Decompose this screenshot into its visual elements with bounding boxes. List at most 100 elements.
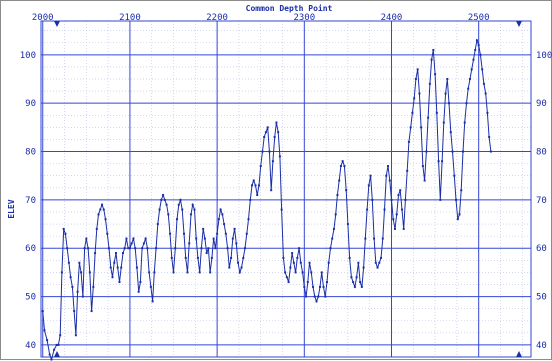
data-point: [339, 165, 342, 168]
y-tick-label-left: 50: [25, 293, 36, 303]
data-point: [371, 198, 374, 201]
data-point: [128, 247, 131, 250]
data-point: [453, 174, 456, 177]
data-point: [216, 232, 219, 235]
bottom-right-marker: [516, 351, 522, 357]
data-point: [153, 271, 156, 274]
data-point: [156, 223, 159, 226]
data-point: [134, 247, 137, 250]
data-point: [409, 126, 412, 129]
data-point: [193, 208, 196, 211]
data-point: [380, 256, 383, 259]
data-point: [362, 266, 365, 269]
data-point: [242, 256, 245, 259]
data-point: [268, 150, 271, 153]
y-tick-label-right: 70: [536, 196, 547, 206]
data-point: [228, 266, 231, 269]
data-point: [224, 232, 227, 235]
data-point: [331, 237, 334, 240]
data-point: [46, 339, 49, 342]
data-point: [127, 247, 130, 250]
data-point: [277, 131, 280, 134]
y-tick-label-right: 50: [536, 293, 547, 303]
data-point: [439, 198, 442, 201]
data-point: [327, 261, 330, 264]
data-point: [186, 271, 189, 274]
data-point: [66, 247, 69, 250]
data-point: [252, 179, 255, 182]
data-point: [191, 203, 194, 206]
data-point: [467, 87, 470, 90]
y-tick-label-left: 90: [25, 99, 36, 109]
data-point: [120, 266, 123, 269]
data-point: [270, 189, 273, 192]
data-point: [435, 111, 438, 114]
data-point: [217, 218, 220, 221]
data-point: [444, 92, 447, 95]
data-point: [139, 281, 142, 284]
grid: [40, 20, 532, 358]
data-point: [291, 252, 294, 255]
data-point: [223, 223, 226, 226]
data-point: [182, 232, 185, 235]
data-point: [322, 285, 325, 288]
y-tick-label-right: 100: [536, 51, 552, 61]
data-point: [474, 49, 477, 52]
data-point: [50, 358, 53, 361]
data-point: [99, 208, 102, 211]
data-point: [158, 208, 161, 211]
data-point: [203, 237, 206, 240]
data-point: [212, 237, 215, 240]
data-point: [74, 334, 77, 337]
data-point: [111, 276, 114, 279]
data-point: [481, 68, 484, 71]
data-point: [104, 218, 107, 221]
data-point: [357, 261, 360, 264]
data-point: [390, 198, 393, 201]
data-point: [188, 242, 191, 245]
top-right-marker: [516, 21, 522, 27]
data-point: [275, 121, 278, 124]
data-point: [400, 208, 403, 211]
top-left-marker: [54, 21, 60, 27]
y-tick-label-right: 90: [536, 99, 547, 109]
y-tick-label-left: 100: [20, 51, 36, 61]
data-point: [329, 247, 332, 250]
data-point: [413, 97, 416, 100]
data-point: [83, 247, 86, 250]
data-point: [416, 68, 419, 71]
data-point: [346, 223, 349, 226]
data-point: [254, 184, 257, 187]
y-tick-label-right: 60: [536, 244, 547, 254]
data-point: [123, 247, 126, 250]
data-point: [479, 53, 482, 56]
data-point: [393, 227, 396, 230]
data-point: [418, 92, 421, 95]
data-point: [198, 271, 201, 274]
data-point: [101, 203, 104, 206]
data-point: [343, 165, 346, 168]
data-point: [69, 276, 72, 279]
data-point: [169, 232, 172, 235]
data-point: [360, 285, 363, 288]
data-point: [461, 150, 464, 153]
data-point: [81, 295, 84, 298]
data-point: [221, 213, 224, 216]
data-point: [195, 237, 198, 240]
data-point: [179, 198, 182, 201]
data-point: [244, 247, 247, 250]
data-point: [334, 213, 337, 216]
data-point: [317, 295, 320, 298]
data-point: [404, 198, 407, 201]
data-point: [366, 208, 369, 211]
data-point: [411, 111, 414, 114]
data-point: [94, 252, 97, 255]
data-point: [463, 121, 466, 124]
data-point: [449, 131, 452, 134]
data-point: [57, 343, 60, 346]
data-point: [41, 310, 44, 313]
data-point: [174, 247, 177, 250]
data-point: [488, 136, 491, 139]
data-point: [451, 150, 454, 153]
